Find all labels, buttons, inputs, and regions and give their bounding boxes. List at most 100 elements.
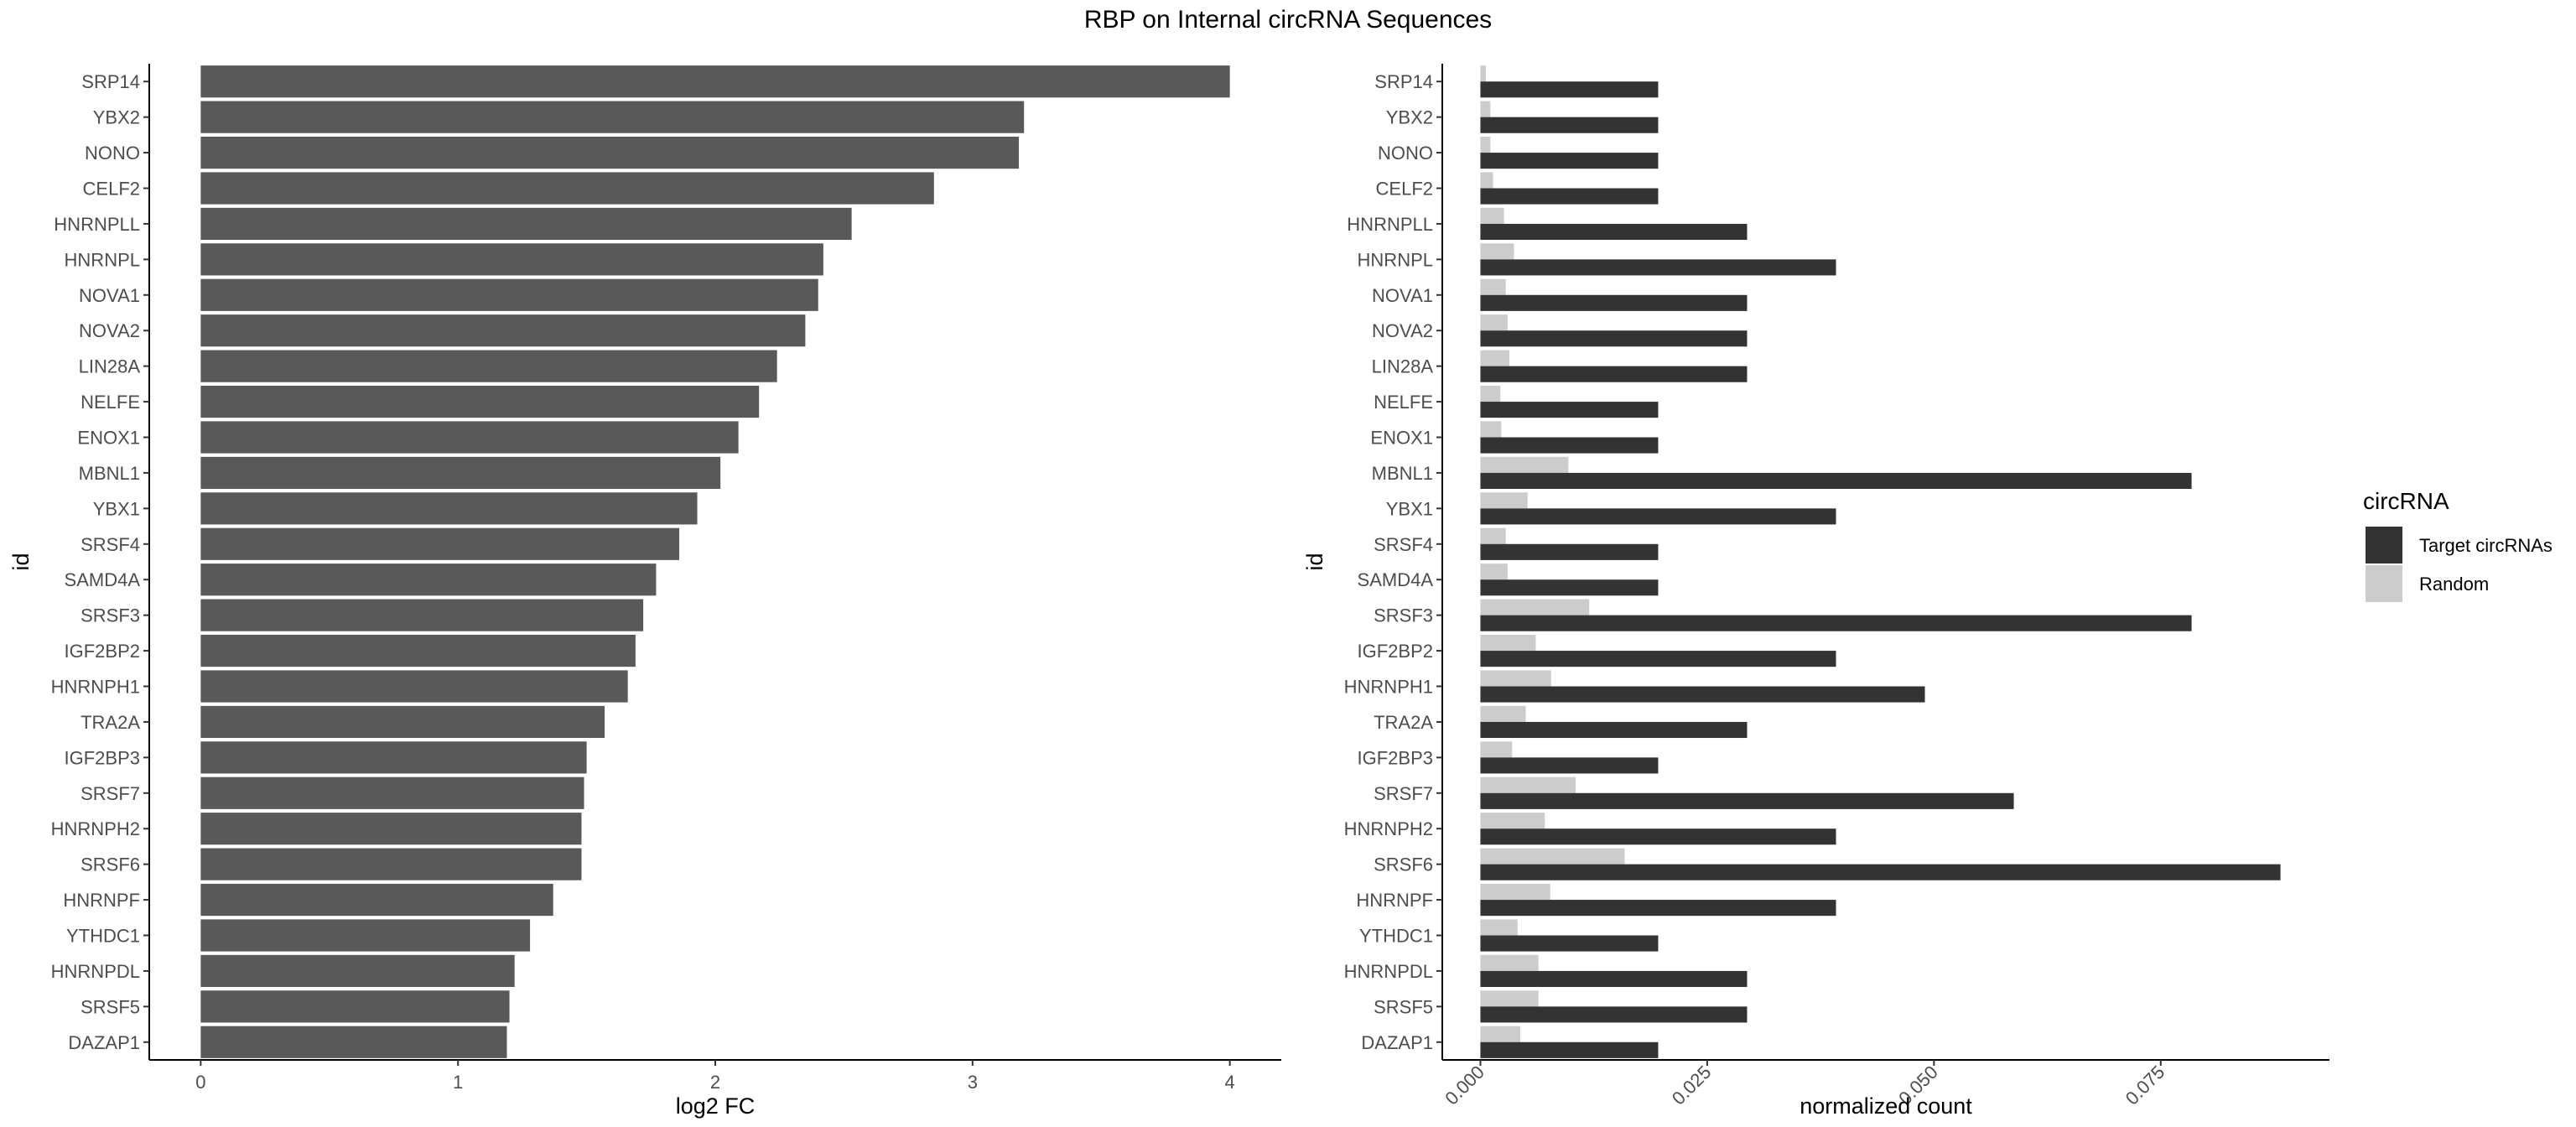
- y-tick-label: TRA2A: [80, 712, 140, 733]
- bar-target: [1480, 259, 1836, 276]
- bar: [200, 278, 818, 311]
- x-tick-label: 1: [453, 1072, 463, 1093]
- x-tick-label: 4: [1225, 1072, 1235, 1093]
- y-tick-label: NOVA2: [79, 320, 140, 341]
- y-tick-label: TRA2A: [1374, 712, 1433, 733]
- bar: [200, 65, 1230, 98]
- y-tick-label: CELF2: [1376, 179, 1433, 200]
- bar-target: [1480, 579, 1659, 596]
- bar: [200, 954, 515, 988]
- bar-random: [1480, 314, 1508, 331]
- bar: [200, 136, 1020, 169]
- y-tick-label: SRSF7: [80, 783, 140, 804]
- bar: [200, 741, 587, 774]
- bar: [200, 919, 531, 952]
- x-tick-label: 2: [710, 1072, 720, 1093]
- bar-random: [1480, 350, 1510, 366]
- y-tick-label: NONO: [85, 143, 140, 164]
- legend-swatch-target: [2366, 527, 2402, 564]
- y-tick-label: SRSF6: [1374, 854, 1433, 875]
- y-tick-label: HNRNPF: [1356, 890, 1433, 911]
- bar: [200, 564, 657, 596]
- bar: [200, 527, 680, 560]
- bar-target: [1480, 223, 1748, 241]
- y-tick-label: SRSF7: [1374, 783, 1433, 804]
- bar-random: [1480, 207, 1504, 224]
- y-tick-label: MBNL1: [1372, 463, 1433, 484]
- y-tick-label: IGF2BP2: [1358, 641, 1433, 662]
- bar: [200, 421, 739, 454]
- bar: [200, 1026, 507, 1058]
- bar: [200, 883, 553, 917]
- bar-random: [1480, 954, 1539, 971]
- bar-target: [1480, 864, 2281, 880]
- bar-target: [1480, 508, 1836, 525]
- bar-target: [1480, 935, 1659, 952]
- bar: [200, 990, 510, 1023]
- y-tick-label: SRSF3: [1374, 605, 1433, 626]
- bar: [200, 456, 721, 490]
- bar-target: [1480, 651, 1836, 667]
- bar-random: [1480, 848, 1625, 865]
- bar-random: [1480, 421, 1502, 438]
- y-tick-label: ENOX1: [77, 428, 140, 449]
- bar-target: [1480, 900, 1836, 917]
- y-tick-label: NOVA1: [79, 285, 140, 306]
- y-tick-label: ENOX1: [1370, 428, 1433, 449]
- bar-random: [1480, 705, 1526, 722]
- bar-random: [1480, 883, 1550, 901]
- y-tick-label: IGF2BP3: [1358, 747, 1433, 768]
- bar-target: [1480, 686, 1925, 703]
- y-tick-label: DAZAP1: [1361, 1032, 1433, 1053]
- bar: [200, 848, 582, 880]
- y-tick-label: YBX2: [1386, 107, 1433, 128]
- bar-random: [1480, 278, 1506, 295]
- x-tick-label: 3: [968, 1072, 978, 1093]
- y-tick-label: HNRNPL: [1358, 249, 1433, 270]
- y-tick-label: SRSF3: [80, 605, 140, 626]
- bar-target: [1480, 615, 2192, 631]
- bar-target: [1480, 153, 1659, 169]
- y-tick-label: HNRNPDL: [51, 961, 140, 982]
- x-axis-title: normalized count: [1800, 1093, 1972, 1119]
- bar-target: [1480, 117, 1659, 133]
- y-axis-title: id: [8, 553, 34, 570]
- legend-title: circRNA: [2363, 488, 2449, 514]
- bar-target: [1480, 330, 1748, 347]
- bar: [200, 599, 644, 631]
- y-tick-label: NOVA2: [1372, 320, 1433, 341]
- bar-target: [1480, 721, 1748, 739]
- y-tick-label: SAMD4A: [65, 569, 141, 590]
- bar-target: [1480, 472, 2192, 490]
- y-tick-label: SRP14: [81, 71, 140, 92]
- bar-random: [1480, 243, 1514, 260]
- y-tick-label: NELFE: [80, 392, 140, 413]
- y-tick-label: YTHDC1: [1359, 926, 1433, 947]
- bar-target: [1480, 1041, 1659, 1058]
- bar-target: [1480, 81, 1659, 98]
- bar-random: [1480, 1026, 1521, 1042]
- x-tick-label: 0: [195, 1072, 205, 1093]
- figure-title: RBP on Internal circRNA Sequences: [1084, 6, 1492, 34]
- y-tick-label: MBNL1: [79, 463, 140, 484]
- y-tick-label: DAZAP1: [68, 1032, 140, 1053]
- bar-random: [1480, 990, 1539, 1007]
- y-tick-label: YBX1: [93, 498, 140, 519]
- y-tick-label: IGF2BP3: [65, 747, 140, 768]
- bar-random: [1480, 564, 1508, 580]
- y-tick-label: SRSF4: [80, 534, 140, 555]
- y-tick-label: NOVA1: [1372, 285, 1433, 306]
- bar-random: [1480, 492, 1528, 509]
- bar-random: [1480, 65, 1486, 82]
- bar: [200, 172, 934, 205]
- bar-target: [1480, 437, 1659, 454]
- bar-target: [1480, 366, 1748, 382]
- bar: [200, 705, 605, 739]
- legend-swatch-random: [2366, 565, 2402, 602]
- y-tick-label: SRSF6: [80, 854, 140, 875]
- bar: [200, 634, 636, 667]
- y-tick-label: YBX2: [93, 107, 140, 128]
- y-tick-label: HNRNPH2: [1344, 818, 1433, 839]
- bar-random: [1480, 527, 1506, 544]
